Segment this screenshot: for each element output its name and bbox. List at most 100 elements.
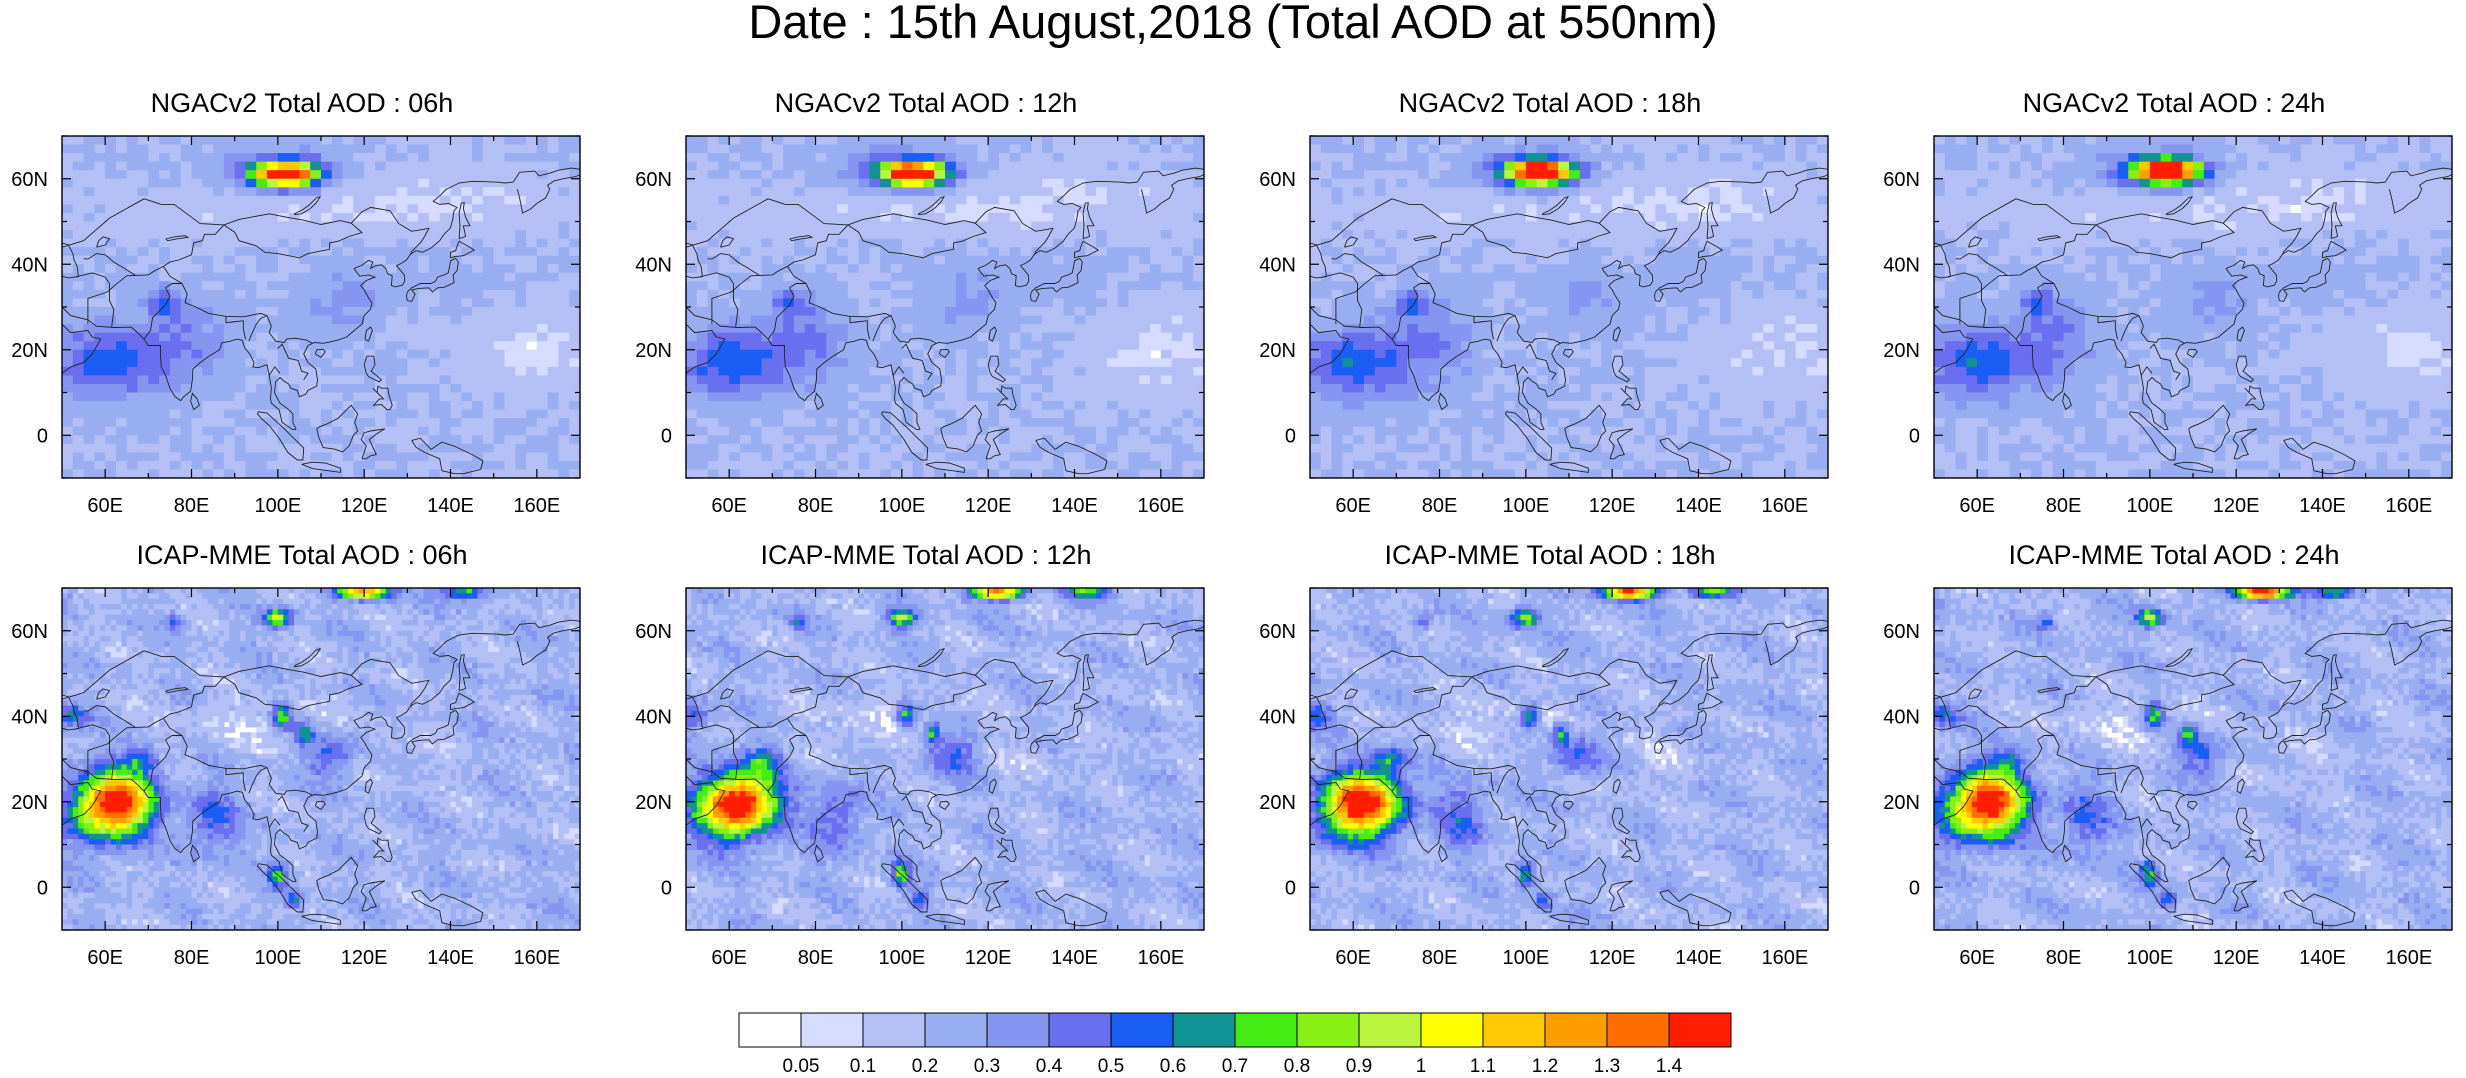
lon-tick-label: 140E xyxy=(2299,947,2346,969)
colorbar-swatch xyxy=(1421,1013,1483,1047)
lon-tick-label: 120E xyxy=(965,947,1012,969)
lon-tick-label: 160E xyxy=(2385,495,2432,517)
lon-tick-label: 100E xyxy=(1502,495,1549,517)
lon-tick-label: 100E xyxy=(878,495,925,517)
lon-tick-label: 60E xyxy=(1959,947,1995,969)
lat-tick-label: 60N xyxy=(11,169,48,191)
lon-tick-label: 120E xyxy=(2213,947,2260,969)
lat-tick-label: 0 xyxy=(37,425,48,447)
colorbar-swatch xyxy=(863,1013,925,1047)
lat-tick-label: 20N xyxy=(1883,792,1920,814)
lat-tick-label: 40N xyxy=(11,254,48,276)
lon-tick-label: 60E xyxy=(87,947,123,969)
colorbar-label: 0.1 xyxy=(850,1056,876,1078)
lon-tick-label: 60E xyxy=(1335,495,1371,517)
colorbar-swatch xyxy=(987,1013,1049,1047)
colorbar-swatch xyxy=(1359,1013,1421,1047)
lat-tick-label: 20N xyxy=(1883,340,1920,362)
colorbar-swatch xyxy=(801,1013,863,1047)
lat-tick-label: 60N xyxy=(11,621,48,643)
lat-tick-label: 40N xyxy=(1883,706,1920,728)
lon-tick-label: 60E xyxy=(711,495,747,517)
lat-tick-label: 20N xyxy=(1259,340,1296,362)
lon-tick-label: 120E xyxy=(1589,495,1636,517)
lon-tick-label: 80E xyxy=(798,947,834,969)
lon-tick-label: 160E xyxy=(513,947,560,969)
aod-field xyxy=(686,136,1205,479)
lon-tick-label: 120E xyxy=(2213,495,2260,517)
lon-tick-label: 100E xyxy=(2126,495,2173,517)
lon-tick-label: 100E xyxy=(2126,947,2173,969)
colorbar-label: 0.8 xyxy=(1284,1056,1310,1078)
colorbar-label: 1 xyxy=(1416,1056,1427,1078)
lon-tick-label: 140E xyxy=(1051,947,1098,969)
colorbar-label: 0.5 xyxy=(1098,1056,1124,1078)
lon-tick-label: 120E xyxy=(341,495,388,517)
colorbar-label: 1.3 xyxy=(1594,1056,1620,1078)
lon-tick-label: 100E xyxy=(254,947,301,969)
colorbar-label: 0.7 xyxy=(1222,1056,1248,1078)
colorbar-swatch xyxy=(1111,1013,1173,1047)
lat-tick-label: 40N xyxy=(635,254,672,276)
aod-field xyxy=(686,588,1205,931)
figure-title: Date : 15th August,2018 (Total AOD at 55… xyxy=(0,0,2466,44)
lat-tick-label: 20N xyxy=(1259,792,1296,814)
lat-tick-label: 60N xyxy=(1259,169,1296,191)
colorbar-swatch xyxy=(1297,1013,1359,1047)
lon-tick-label: 140E xyxy=(427,947,474,969)
lon-tick-label: 120E xyxy=(1589,947,1636,969)
colorbar-swatch xyxy=(1669,1013,1731,1047)
lon-tick-label: 160E xyxy=(513,495,560,517)
lat-tick-label: 20N xyxy=(635,792,672,814)
lat-tick-label: 20N xyxy=(11,792,48,814)
lat-tick-label: 0 xyxy=(1285,425,1296,447)
colorbar-label: 1.1 xyxy=(1470,1056,1496,1078)
colorbar-label: 0.05 xyxy=(783,1056,820,1078)
lon-tick-label: 120E xyxy=(341,947,388,969)
colorbar-label: 0.3 xyxy=(974,1056,1000,1078)
aod-colorbar xyxy=(738,1012,1738,1048)
colorbar-label: 0.4 xyxy=(1036,1056,1062,1078)
lon-tick-label: 60E xyxy=(87,495,123,517)
lon-tick-label: 80E xyxy=(174,947,210,969)
lon-tick-label: 80E xyxy=(1422,495,1458,517)
aod-field xyxy=(1310,136,1829,479)
aod-field xyxy=(62,588,581,931)
lon-tick-label: 140E xyxy=(427,495,474,517)
lat-tick-label: 60N xyxy=(635,621,672,643)
colorbar-label: 0.9 xyxy=(1346,1056,1372,1078)
lon-tick-label: 100E xyxy=(878,947,925,969)
colorbar-label: 0.6 xyxy=(1160,1056,1186,1078)
lat-tick-label: 20N xyxy=(11,340,48,362)
lat-tick-label: 40N xyxy=(1883,254,1920,276)
lat-tick-label: 0 xyxy=(1909,425,1920,447)
lat-tick-label: 60N xyxy=(1259,621,1296,643)
lat-tick-label: 20N xyxy=(635,340,672,362)
lat-tick-label: 40N xyxy=(11,706,48,728)
lon-tick-label: 80E xyxy=(2046,947,2082,969)
lon-tick-label: 80E xyxy=(1422,947,1458,969)
colorbar-swatch xyxy=(1607,1013,1669,1047)
colorbar-label: 1.4 xyxy=(1656,1056,1682,1078)
lat-tick-label: 0 xyxy=(1909,877,1920,899)
lon-tick-label: 80E xyxy=(174,495,210,517)
lat-tick-label: 40N xyxy=(635,706,672,728)
lat-tick-label: 0 xyxy=(661,425,672,447)
colorbar-swatch xyxy=(1545,1013,1607,1047)
lon-tick-label: 140E xyxy=(1675,495,1722,517)
aod-field xyxy=(1934,588,2453,931)
